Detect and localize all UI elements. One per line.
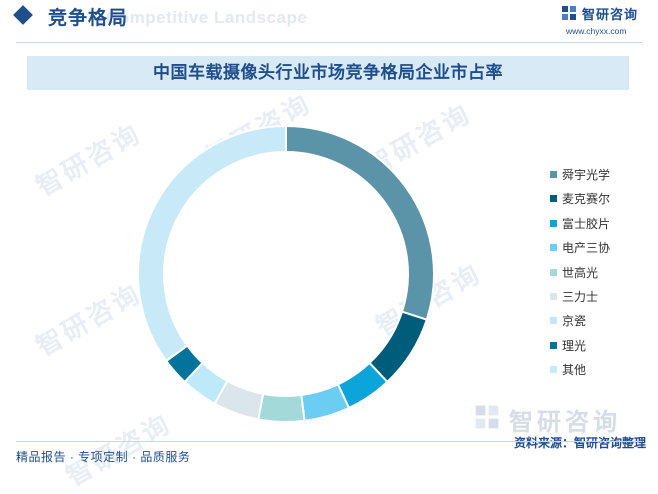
legend-label: 世高光 — [562, 265, 599, 280]
chart-title: 中国车载摄像头行业市场竞争格局企业市占率 — [153, 63, 503, 82]
legend-label: 理光 — [562, 338, 587, 353]
brand-logo-icon — [475, 405, 499, 429]
donut-slice-5 — [257, 392, 306, 423]
legend-swatch — [550, 366, 557, 374]
brand-name: 智研咨询 — [582, 7, 639, 22]
legend-label: 京瓷 — [562, 314, 587, 329]
diamond-icon — [13, 5, 33, 25]
footer-brand-watermark: 智研咨询 — [509, 409, 621, 436]
legend-swatch — [550, 195, 557, 203]
legend-label: 富士胶片 — [562, 216, 611, 231]
header-title: 竞争格局 — [48, 8, 129, 29]
legend-swatch — [550, 219, 557, 227]
chart-title-bar: 中国车载摄像头行业市场竞争格局企业市占率 — [27, 56, 629, 90]
header: Competitive Landscape 竞争格局 智研咨询 www.chyx… — [0, 0, 658, 40]
legend-swatch — [550, 292, 557, 300]
donut-chart — [137, 124, 435, 423]
footer-slogan: 精品报告 · 专项定制 · 品质服务 — [16, 450, 191, 464]
legend-swatch — [550, 171, 557, 178]
footer-divider — [16, 441, 642, 442]
legend-swatch — [550, 317, 557, 325]
legend-label: 其他 — [562, 363, 587, 378]
legend-swatch — [550, 244, 557, 252]
donut-slice-1 — [285, 124, 435, 321]
header-subtitle: Competitive Landscape — [106, 8, 308, 27]
data-source: 资料来源：智研咨询整理 — [513, 436, 646, 450]
brand-logo-icon — [562, 6, 576, 20]
legend-swatch — [550, 268, 557, 276]
donut-slice-9 — [137, 124, 287, 363]
legend-swatch — [550, 341, 557, 349]
watermark: 智研咨询 — [31, 277, 147, 362]
legend-label: 三力士 — [562, 289, 599, 304]
brand-url: www.chyxx.com — [566, 26, 627, 36]
legend-label: 舜宇光学 — [562, 168, 611, 182]
watermark: 智研咨询 — [31, 117, 147, 202]
header-divider — [16, 42, 642, 43]
legend-label: 麦克赛尔 — [562, 192, 611, 207]
legend-label: 电产三协 — [562, 241, 611, 256]
